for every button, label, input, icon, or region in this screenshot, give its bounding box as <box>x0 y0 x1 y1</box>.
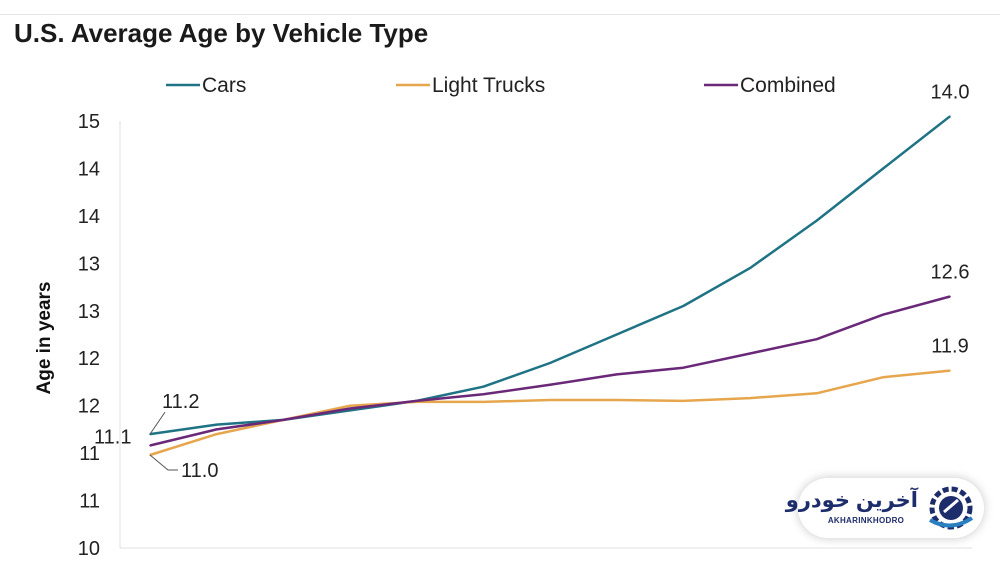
y-tick-labels: 15 14 14 13 13 12 12 11 11 10 <box>78 111 100 560</box>
data-point <box>615 373 618 376</box>
data-point <box>882 313 885 316</box>
data-point <box>949 369 951 372</box>
data-point <box>482 385 485 388</box>
data-point <box>749 267 751 269</box>
data-point <box>682 305 685 307</box>
end-label-combined: 12.6 <box>931 262 970 284</box>
y-tick-label: 13 <box>78 253 100 275</box>
data-point <box>815 392 818 395</box>
y-tick-label: 11 <box>79 443 100 465</box>
y-tick-label: 13 <box>78 301 100 323</box>
series-lines <box>149 115 951 457</box>
chart-title: U.S. Average Age by Vehicle Type <box>14 18 429 48</box>
data-point <box>882 376 885 379</box>
series-line <box>149 115 951 436</box>
data-point <box>549 399 551 401</box>
leader-line <box>149 411 166 435</box>
start-label-cars: 11.2 <box>162 391 199 413</box>
end-label-light-trucks: 11.9 <box>931 336 968 358</box>
data-point <box>549 362 551 364</box>
data-point <box>949 115 951 118</box>
data-point <box>349 404 351 407</box>
legend-label: Combined <box>740 74 836 97</box>
data-point <box>349 409 351 412</box>
gear-car-icon <box>929 486 974 530</box>
legend: Cars Light Trucks Combined <box>166 74 836 97</box>
data-point <box>482 401 485 403</box>
start-label-combined: 11.1 <box>94 427 131 449</box>
y-tick-label: 14 <box>78 206 100 228</box>
y-tick-label: 12 <box>78 396 100 418</box>
data-point <box>349 407 351 410</box>
data-point <box>615 399 618 401</box>
data-point <box>215 428 218 431</box>
data-point <box>682 366 685 369</box>
top-divider <box>0 14 1000 15</box>
legend-label: Cars <box>202 74 246 97</box>
data-point <box>415 400 418 402</box>
logo-text: آخرین خودرو <box>785 489 918 512</box>
data-point <box>549 383 551 386</box>
y-tick-label: 15 <box>78 111 100 133</box>
series-line <box>149 369 951 457</box>
data-point <box>749 352 751 355</box>
data-point <box>149 444 151 447</box>
logo-subtitle: AKHARINKHODRO <box>827 516 905 525</box>
start-label-light-trucks: 11.0 <box>181 460 218 482</box>
y-tick-label: 11 <box>79 491 100 513</box>
data-point <box>682 400 685 402</box>
data-point <box>749 397 751 399</box>
data-point <box>215 423 218 426</box>
data-point <box>882 167 885 170</box>
y-tick-label: 14 <box>78 158 100 180</box>
data-point <box>949 295 951 298</box>
axes <box>119 121 972 549</box>
data-point <box>215 433 218 435</box>
end-label-cars: 14.0 <box>931 81 970 103</box>
watermark-logo: آخرین خودرو AKHARINKHODRO <box>785 478 984 538</box>
legend-label: Light Trucks <box>432 74 545 97</box>
data-labels: 14.0 12.6 11.9 11.2 11.1 11.0 <box>94 81 969 482</box>
data-point <box>815 338 818 341</box>
data-point <box>282 419 285 421</box>
data-point <box>482 393 485 396</box>
data-point <box>815 219 818 222</box>
y-tick-label: 12 <box>78 348 100 370</box>
leader-line <box>149 454 178 471</box>
y-tick-label: 10 <box>78 538 100 560</box>
data-point <box>615 333 618 336</box>
